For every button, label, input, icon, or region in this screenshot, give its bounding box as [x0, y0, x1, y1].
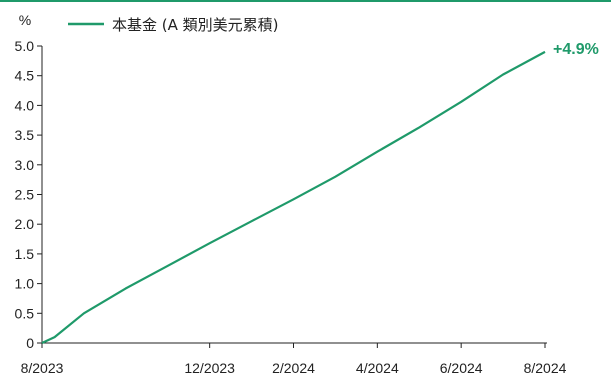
y-tick-label: 4.0 [15, 97, 35, 113]
x-tick-label: 8/2023 [21, 360, 64, 376]
end-value-label: +4.9% [553, 41, 599, 58]
series-line [41, 50, 546, 344]
y-tick-label: 0 [26, 335, 34, 351]
top-rule [0, 0, 611, 2]
x-tick-label: 8/2024 [524, 360, 567, 376]
y-tick-label: 1.5 [15, 246, 35, 262]
x-tick-label: 4/2024 [356, 360, 399, 376]
y-tick-label: 2.0 [15, 216, 35, 232]
y-tick-label: 3.5 [15, 127, 35, 143]
y-axis-unit-label: % [19, 12, 31, 28]
legend-label: 本基金 (A 類別美元累積) [112, 16, 279, 34]
y-tick-label: 3.0 [15, 157, 35, 173]
y-tick-label: 2.5 [15, 187, 35, 203]
y-tick-label: 5.0 [15, 38, 35, 54]
x-tick-label: 12/2023 [184, 360, 235, 376]
y-tick-label: 0.5 [15, 305, 35, 321]
y-tick-label: 1.0 [15, 276, 35, 292]
x-tick-label: 6/2024 [440, 360, 483, 376]
x-tick-label: 2/2024 [272, 360, 315, 376]
y-tick-label: 4.5 [15, 68, 35, 84]
